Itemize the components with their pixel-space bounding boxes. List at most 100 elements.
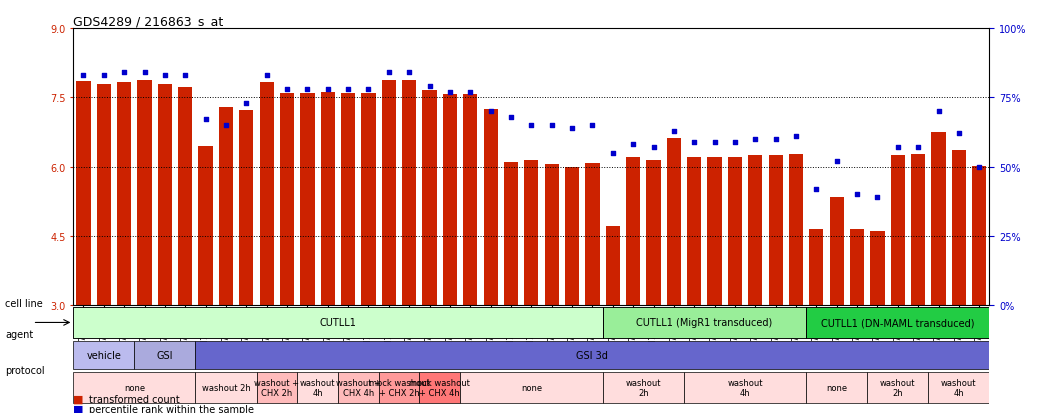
Point [890, 145, 907, 151]
Bar [300, 93, 314, 305]
Point [808, 186, 825, 192]
Bar [626, 158, 641, 305]
Bar [646, 160, 661, 305]
Point [157, 73, 174, 79]
Point [604, 150, 621, 157]
Text: washout 2h: washout 2h [202, 383, 250, 392]
Bar [76, 82, 91, 305]
Bar [809, 229, 824, 305]
Point [767, 136, 784, 143]
Text: washout +
CHX 2h: washout + CHX 2h [254, 378, 299, 397]
Bar [972, 166, 986, 305]
Bar [749, 156, 762, 305]
Bar [806, 307, 989, 338]
Text: percentile rank within the sample: percentile rank within the sample [89, 404, 254, 413]
Text: agent: agent [5, 330, 34, 339]
Point [75, 73, 92, 79]
Point [218, 122, 235, 129]
Point [686, 139, 703, 145]
Text: none: none [124, 383, 144, 392]
Point [136, 70, 153, 76]
Point [971, 164, 987, 171]
Point [727, 139, 743, 145]
Point [279, 86, 295, 93]
Point [910, 145, 927, 151]
Bar [199, 147, 213, 305]
Bar [239, 111, 253, 305]
Point [442, 89, 459, 96]
FancyBboxPatch shape [196, 372, 257, 403]
Text: washout
2h: washout 2h [881, 378, 915, 397]
FancyBboxPatch shape [867, 372, 929, 403]
Point [828, 158, 845, 165]
Text: mock washout
+ CHX 4h: mock washout + CHX 4h [409, 378, 470, 397]
Bar [320, 93, 335, 305]
Bar [402, 81, 417, 305]
Point [787, 133, 804, 140]
Bar [605, 226, 620, 305]
Bar [891, 156, 905, 305]
Text: washout
2h: washout 2h [625, 378, 661, 397]
FancyBboxPatch shape [73, 372, 196, 403]
Point [524, 122, 540, 129]
Point [360, 86, 377, 93]
Text: ■: ■ [73, 394, 84, 404]
FancyBboxPatch shape [134, 342, 196, 369]
Text: washout
4h: washout 4h [941, 378, 977, 397]
Text: cell line: cell line [5, 299, 43, 309]
FancyBboxPatch shape [603, 372, 684, 403]
Point [503, 114, 519, 121]
Point [380, 70, 397, 76]
Bar [788, 154, 803, 305]
Point [951, 131, 967, 137]
Bar [768, 155, 783, 305]
Bar [565, 168, 579, 305]
Point [238, 100, 254, 107]
Bar [137, 81, 152, 305]
Bar [603, 307, 806, 338]
FancyBboxPatch shape [338, 372, 379, 403]
Point [625, 142, 642, 148]
Bar [158, 85, 172, 305]
Bar [667, 139, 681, 305]
Text: transformed count: transformed count [89, 394, 180, 404]
Bar [219, 108, 233, 305]
Point [645, 145, 662, 151]
Bar [728, 158, 742, 305]
Point [543, 122, 560, 129]
Point [401, 70, 418, 76]
Text: none: none [520, 383, 542, 392]
Bar [260, 83, 274, 305]
Point [747, 136, 763, 143]
Point [299, 86, 316, 93]
Text: GSI: GSI [157, 350, 173, 360]
Text: washout +
CHX 4h: washout + CHX 4h [336, 378, 381, 397]
Text: GSI 3d: GSI 3d [577, 350, 608, 360]
Point [849, 192, 866, 198]
Text: mock washout
+ CHX 2h: mock washout + CHX 2h [369, 378, 429, 397]
FancyBboxPatch shape [73, 342, 134, 369]
Bar [952, 151, 966, 305]
Bar [829, 197, 844, 305]
Text: washout
4h: washout 4h [728, 378, 763, 397]
Bar [422, 91, 437, 305]
Bar [911, 154, 926, 305]
Point [563, 125, 580, 132]
Point [95, 73, 112, 79]
Bar [463, 94, 477, 305]
Bar [850, 229, 864, 305]
Bar [341, 93, 355, 305]
Bar [708, 158, 721, 305]
Bar [382, 81, 396, 305]
FancyBboxPatch shape [929, 372, 989, 403]
Bar [178, 88, 193, 305]
Point [483, 109, 499, 115]
Text: CUTLL1 (MigR1 transduced): CUTLL1 (MigR1 transduced) [637, 318, 773, 328]
Bar [525, 160, 538, 305]
Text: GDS4289 / 216863_s_at: GDS4289 / 216863_s_at [73, 15, 224, 28]
Bar [361, 93, 376, 305]
Point [340, 86, 357, 93]
Point [869, 194, 886, 201]
FancyBboxPatch shape [196, 342, 989, 369]
Bar [870, 232, 885, 305]
